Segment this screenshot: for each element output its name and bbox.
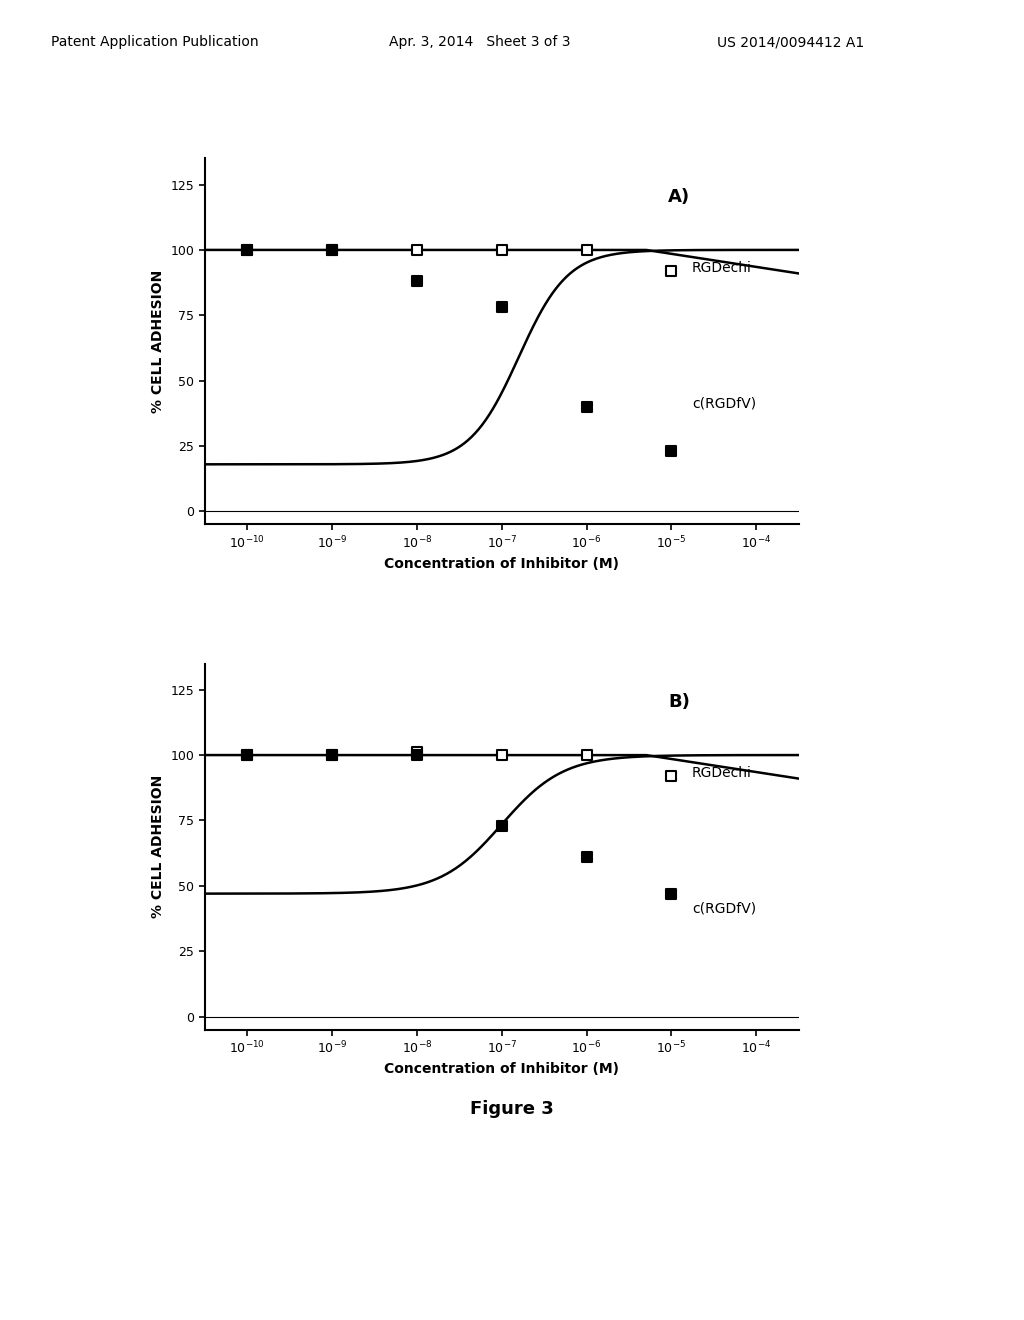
Text: Apr. 3, 2014   Sheet 3 of 3: Apr. 3, 2014 Sheet 3 of 3 (389, 36, 570, 49)
X-axis label: Concentration of Inhibitor (M): Concentration of Inhibitor (M) (384, 1063, 620, 1076)
Point (664, 883, 680, 904)
Text: RGDechi: RGDechi (692, 766, 752, 780)
Point (579, 239, 595, 260)
Point (409, 742, 425, 763)
Y-axis label: % CELL ADHESION: % CELL ADHESION (151, 269, 165, 413)
Point (494, 814, 510, 836)
Text: Figure 3: Figure 3 (470, 1100, 554, 1118)
Text: c(RGDfV): c(RGDfV) (692, 902, 756, 916)
Point (494, 239, 510, 260)
Point (239, 239, 255, 260)
Point (409, 239, 425, 260)
Point (494, 297, 510, 318)
Point (324, 239, 340, 260)
Text: B): B) (668, 693, 690, 711)
Point (494, 744, 510, 766)
Text: US 2014/0094412 A1: US 2014/0094412 A1 (717, 36, 864, 49)
Y-axis label: % CELL ADHESION: % CELL ADHESION (151, 775, 165, 919)
Point (324, 744, 340, 766)
Point (324, 744, 340, 766)
Point (664, 441, 680, 462)
Point (664, 766, 680, 787)
Point (664, 260, 680, 281)
Point (579, 846, 595, 867)
Point (409, 271, 425, 292)
Text: RGDechi: RGDechi (692, 261, 752, 275)
Point (239, 744, 255, 766)
Point (239, 239, 255, 260)
X-axis label: Concentration of Inhibitor (M): Concentration of Inhibitor (M) (384, 557, 620, 572)
Point (239, 744, 255, 766)
Point (324, 239, 340, 260)
Text: Patent Application Publication: Patent Application Publication (51, 36, 259, 49)
Text: c(RGDfV): c(RGDfV) (692, 396, 756, 411)
Point (579, 744, 595, 766)
Point (579, 396, 595, 417)
Point (409, 744, 425, 766)
Text: A): A) (668, 187, 690, 206)
